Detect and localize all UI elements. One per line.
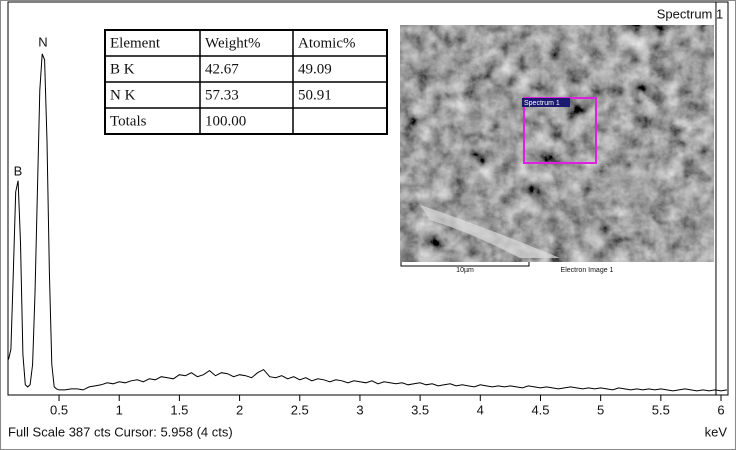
table-header: Element [110, 35, 161, 51]
x-tick-label: 3.5 [411, 402, 429, 417]
scale-label: 10µm [456, 267, 474, 274]
table-cell: 42.67 [205, 61, 239, 77]
sem-image [400, 25, 714, 262]
scale-bar [400, 262, 530, 267]
x-tick-label: 4 [477, 402, 484, 417]
image-caption: Electron Image 1 [561, 267, 614, 274]
table-cell: B K [110, 61, 135, 77]
x-axis-label: keV [705, 424, 728, 439]
x-tick-label: 5.5 [652, 402, 670, 417]
x-tick-label: 3 [356, 402, 363, 417]
x-tick-label: 5 [597, 402, 604, 417]
peak-label: B [14, 163, 23, 178]
x-tick-label: 6 [717, 402, 724, 417]
x-tick-label: 0.5 [50, 402, 68, 417]
table-header: Weight% [205, 35, 260, 51]
image-feature [420, 205, 560, 258]
region-label: Spectrum 1 [524, 100, 560, 107]
table-cell: N K [110, 87, 136, 103]
table-cell: 100.00 [205, 113, 246, 129]
table-cell: 57.33 [205, 87, 239, 103]
x-tick-label: 1.5 [170, 402, 188, 417]
peak-label: N [38, 34, 47, 49]
electron-image: Spectrum 1 10µm Electron Image 1 [400, 25, 714, 274]
spectrum-title: Spectrum 1 [657, 6, 723, 21]
results-table: Element Weight% Atomic% B K 42.67 49.09 N K 57.… [104, 29, 388, 135]
x-tick-label: 2 [236, 402, 243, 417]
table-cell: Totals [110, 113, 147, 129]
plot-frame [7, 1, 729, 396]
x-tick-label: 2.5 [291, 402, 309, 417]
x-tick-label: 4.5 [531, 402, 549, 417]
table-cell: 50.91 [298, 87, 332, 103]
table-header: Atomic% [298, 35, 356, 51]
spectrum-line [8, 53, 728, 392]
table-cell: 49.09 [298, 61, 332, 77]
status-text: Full Scale 387 cts Cursor: 5.958 (4 cts) [8, 424, 233, 439]
region-tag [522, 98, 570, 107]
x-tick-label: 1 [116, 402, 123, 417]
